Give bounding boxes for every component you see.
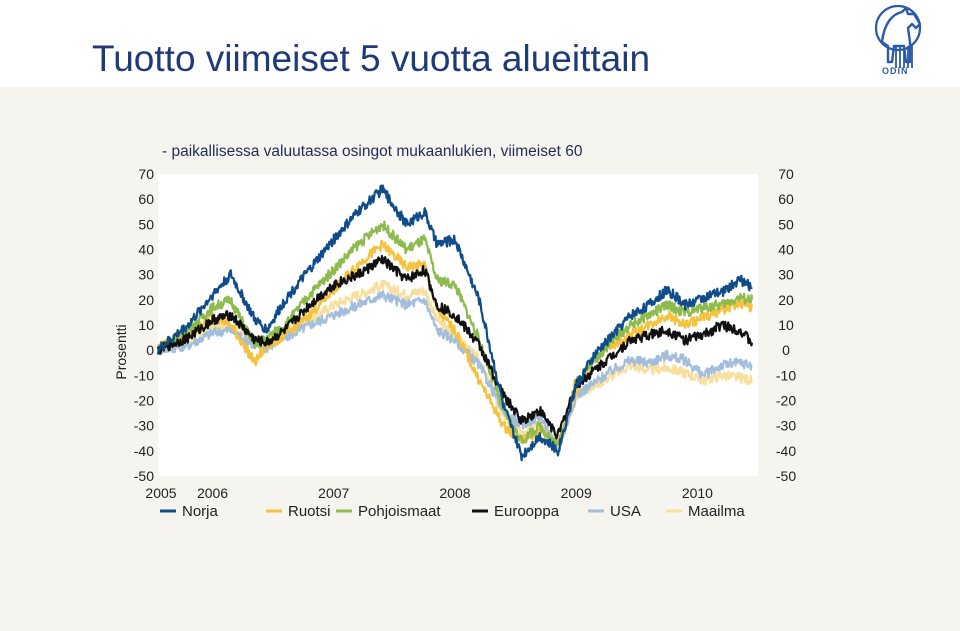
right-y-tick-label: 50 bbox=[778, 216, 794, 232]
slide-header: Tuotto viimeiset 5 vuotta alueittain ODI… bbox=[0, 0, 960, 87]
plot-area bbox=[158, 174, 758, 476]
y-tick-label: 0 bbox=[146, 342, 154, 358]
y-tick-label: -30 bbox=[134, 418, 154, 434]
y-tick-label: 20 bbox=[138, 292, 154, 308]
chart-subtitle: - paikallisessa valuutassa osingot mukaa… bbox=[162, 143, 583, 160]
left-y-ticks: 70 60 50 40 30 20 10 0 -10 -20 -30 -40 -50 bbox=[134, 166, 154, 484]
right-y-tick-label: 10 bbox=[778, 317, 794, 333]
series-line-norja bbox=[156, 184, 753, 462]
x-tick-label: 2008 bbox=[439, 485, 470, 501]
right-y-tick-label: 0 bbox=[782, 342, 790, 358]
right-y-tick-label: -50 bbox=[776, 468, 796, 484]
x-tick-label: 2007 bbox=[318, 485, 349, 501]
right-y-tick-label: 40 bbox=[778, 242, 794, 258]
y-tick-label: 30 bbox=[138, 267, 154, 283]
right-y-tick-label: -20 bbox=[776, 393, 796, 409]
odin-logo: ODIN bbox=[874, 4, 922, 76]
y-tick-label: 70 bbox=[138, 166, 154, 182]
logo-text: ODIN bbox=[882, 66, 909, 76]
right-y-tick-label: -10 bbox=[776, 367, 796, 383]
legend-label-ruotsi: Ruotsi bbox=[288, 503, 331, 520]
y-axis-label: Prosentti bbox=[113, 324, 129, 379]
legend-label-norja: Norja bbox=[182, 503, 219, 520]
slide-title: Tuotto viimeiset 5 vuotta alueittain bbox=[92, 38, 651, 79]
x-tick-label: 2005 bbox=[145, 485, 176, 501]
right-y-tick-label: -40 bbox=[776, 443, 796, 459]
right-y-tick-label: 70 bbox=[778, 166, 794, 182]
x-tick-label: 2009 bbox=[561, 485, 592, 501]
y-tick-label: -40 bbox=[134, 443, 154, 459]
series-line-pohjoismaat bbox=[157, 220, 753, 450]
legend-label-maailma: Maailma bbox=[688, 503, 745, 520]
x-tick-label: 2006 bbox=[197, 485, 228, 501]
legend-label-eurooppa: Eurooppa bbox=[494, 503, 560, 520]
series-layer bbox=[156, 184, 753, 462]
y-tick-label: 40 bbox=[138, 242, 154, 258]
y-tick-label: 50 bbox=[138, 216, 154, 232]
x-tick-label: 2010 bbox=[682, 485, 713, 501]
series-line-ruotsi bbox=[156, 239, 753, 446]
right-y-tick-label: 60 bbox=[778, 191, 794, 207]
chart-panel: - paikallisessa valuutassa osingot mukaa… bbox=[0, 87, 960, 631]
legend-label-usa: USA bbox=[610, 503, 641, 520]
y-tick-label: -50 bbox=[134, 468, 154, 484]
chart: - paikallisessa valuutassa osingot mukaa… bbox=[113, 143, 796, 520]
y-tick-label: -20 bbox=[134, 393, 154, 409]
legend: Norja Ruotsi Pohjoismaat Eurooppa USA Maailma bbox=[160, 503, 745, 520]
right-y-tick-label: 30 bbox=[778, 267, 794, 283]
right-y-ticks: 70 60 50 40 30 20 10 0 -10 -20 -30 -40 -50 bbox=[776, 166, 796, 484]
y-tick-label: 60 bbox=[138, 191, 154, 207]
y-tick-label: 10 bbox=[138, 317, 154, 333]
legend-label-pohjoismaat: Pohjoismaat bbox=[358, 503, 441, 520]
right-y-tick-label: 20 bbox=[778, 292, 794, 308]
right-y-tick-label: -30 bbox=[776, 418, 796, 434]
series-line-eurooppa bbox=[156, 254, 753, 440]
y-tick-label: -10 bbox=[134, 367, 154, 383]
x-ticks: 2005 2006 2007 2008 2009 2010 bbox=[145, 485, 713, 501]
